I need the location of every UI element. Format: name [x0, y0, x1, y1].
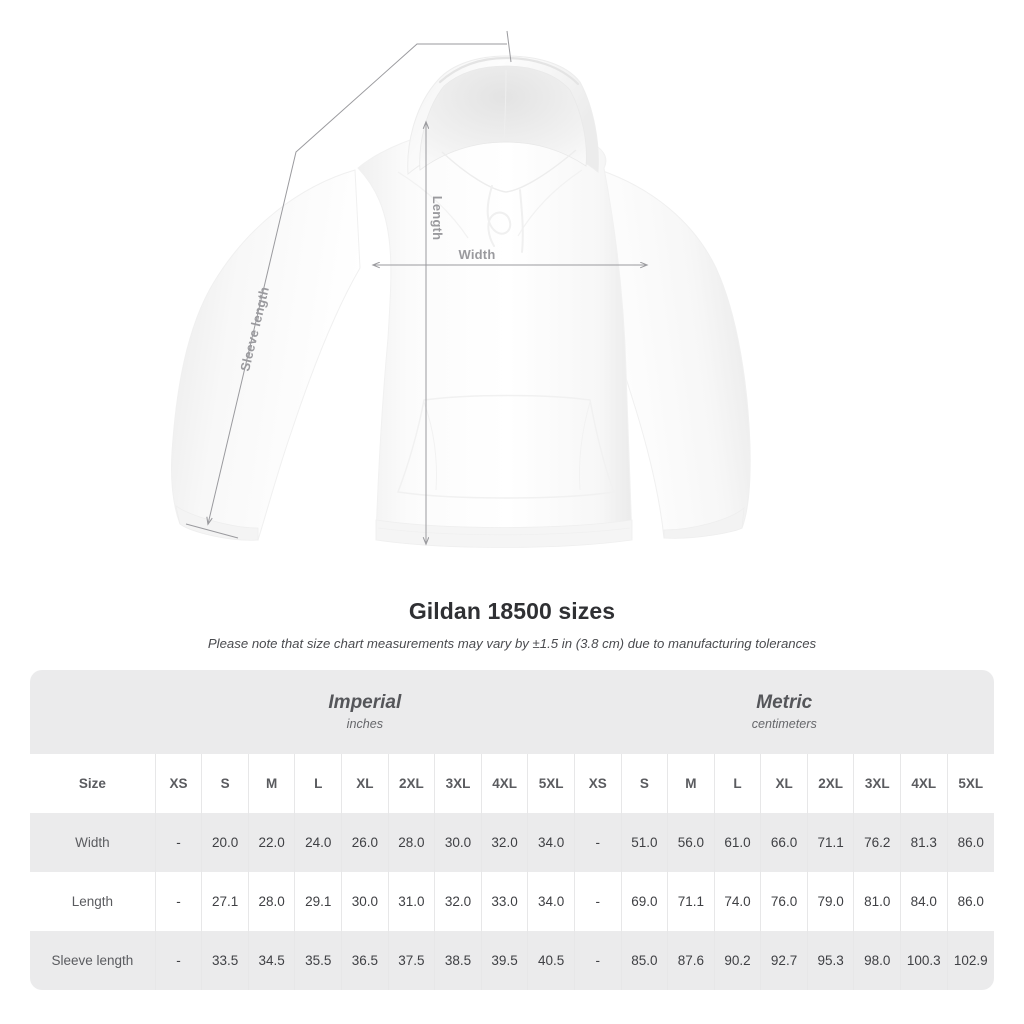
size-header-imperial-5xl: 5XL	[527, 754, 575, 813]
size-header-imperial-xl: XL	[341, 754, 389, 813]
table-row-length: Length - 27.1 28.0 29.1 30.0 31.0 32.0 3…	[30, 872, 994, 931]
group-name-imperial: Imperial	[328, 692, 402, 713]
cell-width-imperial-3xl: 30.0	[434, 813, 482, 872]
cell-length-imperial-4xl: 33.0	[480, 872, 528, 931]
size-header-metric-3xl: 3XL	[853, 754, 901, 813]
cell-sleeve-metric-5xl: 102.9	[946, 931, 994, 990]
size-chart-table: Imperial inches Metric centimeters Size …	[30, 670, 994, 990]
cell-length-metric-m: 71.1	[667, 872, 715, 931]
size-header-metric-l: L	[713, 754, 761, 813]
size-header-imperial-4xl: 4XL	[480, 754, 528, 813]
size-header-imperial-2xl: 2XL	[387, 754, 435, 813]
group-header-imperial: Imperial inches	[155, 670, 575, 754]
cell-length-metric-4xl: 84.0	[900, 872, 948, 931]
size-header-metric-xs: XS	[573, 754, 622, 813]
table-row-sleeve-length: Sleeve length - 33.5 34.5 35.5 36.5 37.5…	[30, 931, 994, 990]
cell-sleeve-imperial-s: 33.5	[201, 931, 249, 990]
cell-length-imperial-m: 28.0	[247, 872, 295, 931]
size-header-imperial-l: L	[294, 754, 342, 813]
cell-length-metric-xl: 76.0	[760, 872, 808, 931]
cell-length-imperial-xl: 30.0	[341, 872, 389, 931]
group-header-metric: Metric centimeters	[574, 670, 994, 754]
cell-sleeve-imperial-5xl: 40.5	[527, 931, 575, 990]
hoodie-diagram: Sleeve length Length Width	[171, 30, 751, 548]
cell-width-imperial-l: 24.0	[294, 813, 342, 872]
cell-width-metric-2xl: 71.1	[806, 813, 854, 872]
cell-width-imperial-2xl: 28.0	[387, 813, 435, 872]
cell-width-metric-xl: 66.0	[760, 813, 808, 872]
size-header-metric-s: S	[620, 754, 668, 813]
size-header-imperial-s: S	[201, 754, 249, 813]
cell-sleeve-metric-l: 90.2	[713, 931, 761, 990]
cell-length-imperial-xs: -	[154, 872, 202, 931]
size-header-label: Size	[30, 754, 156, 813]
cell-length-metric-2xl: 79.0	[806, 872, 854, 931]
cell-width-metric-xs: -	[573, 813, 622, 872]
size-header-imperial-m: M	[247, 754, 295, 813]
cell-sleeve-metric-3xl: 98.0	[853, 931, 901, 990]
garment-illustration: Sleeve length Length Width	[171, 30, 751, 548]
cell-sleeve-metric-m: 87.6	[667, 931, 715, 990]
size-header-imperial-xs: XS	[154, 754, 202, 813]
width-label: Width	[459, 247, 496, 262]
cell-sleeve-metric-2xl: 95.3	[806, 931, 854, 990]
size-header-imperial-3xl: 3XL	[434, 754, 482, 813]
cell-sleeve-imperial-4xl: 39.5	[480, 931, 528, 990]
size-header-metric-xl: XL	[760, 754, 808, 813]
cell-length-metric-s: 69.0	[620, 872, 668, 931]
size-header-metric-4xl: 4XL	[900, 754, 948, 813]
row-label-width: Width	[30, 813, 156, 872]
group-unit-imperial: inches	[346, 717, 384, 731]
size-header-metric-2xl: 2XL	[806, 754, 854, 813]
size-header-row: Size XS S M L XL 2XL 3XL 4XL 5XL XS S M …	[30, 754, 994, 813]
size-chart-table-container: Imperial inches Metric centimeters Size …	[30, 670, 994, 990]
group-name-metric: Metric	[756, 692, 813, 713]
row-label-sleeve-length: Sleeve length	[30, 931, 156, 990]
cell-sleeve-metric-xs: -	[573, 931, 622, 990]
cell-sleeve-imperial-xl: 36.5	[341, 931, 389, 990]
length-label: Length	[430, 196, 445, 241]
cell-length-imperial-s: 27.1	[201, 872, 249, 931]
size-header-metric-5xl: 5XL	[946, 754, 994, 813]
cell-length-imperial-2xl: 31.0	[387, 872, 435, 931]
page-title: Gildan 18500 sizes	[408, 598, 616, 624]
cell-length-metric-xs: -	[573, 872, 622, 931]
cell-sleeve-imperial-l: 35.5	[294, 931, 342, 990]
cell-width-imperial-5xl: 34.0	[527, 813, 575, 872]
cell-sleeve-imperial-xs: -	[154, 931, 202, 990]
cell-length-imperial-5xl: 34.0	[527, 872, 575, 931]
cell-length-metric-5xl: 86.0	[946, 872, 994, 931]
cell-width-metric-4xl: 81.3	[900, 813, 948, 872]
cell-length-metric-l: 74.0	[713, 872, 761, 931]
cell-width-metric-l: 61.0	[713, 813, 761, 872]
group-unit-metric: centimeters	[751, 717, 817, 731]
cell-width-metric-m: 56.0	[667, 813, 715, 872]
cell-sleeve-imperial-3xl: 38.5	[434, 931, 482, 990]
cell-sleeve-metric-xl: 92.7	[760, 931, 808, 990]
length-dimension: Length	[426, 122, 445, 544]
cell-length-metric-3xl: 81.0	[853, 872, 901, 931]
cell-sleeve-imperial-2xl: 37.5	[387, 931, 435, 990]
cell-width-metric-3xl: 76.2	[853, 813, 901, 872]
cell-sleeve-metric-4xl: 100.3	[900, 931, 948, 990]
cell-width-imperial-4xl: 32.0	[480, 813, 528, 872]
cell-sleeve-imperial-m: 34.5	[247, 931, 295, 990]
cell-width-imperial-m: 22.0	[247, 813, 295, 872]
table-row-width: Width - 20.0 22.0 24.0 26.0 28.0 30.0 32…	[30, 813, 994, 872]
group-corner-cell	[30, 670, 156, 754]
cell-width-imperial-s: 20.0	[201, 813, 249, 872]
cell-width-imperial-xl: 26.0	[341, 813, 389, 872]
title-block: Gildan 18500 sizes Please note that size…	[0, 596, 1024, 652]
size-header-metric-m: M	[667, 754, 715, 813]
tolerance-note: Please note that size chart measurements…	[207, 636, 817, 651]
cell-width-metric-5xl: 86.0	[946, 813, 994, 872]
unit-group-header-row: Imperial inches Metric centimeters	[30, 670, 994, 754]
cell-sleeve-metric-s: 85.0	[620, 931, 668, 990]
cell-width-imperial-xs: -	[154, 813, 202, 872]
cell-length-imperial-l: 29.1	[294, 872, 342, 931]
width-dimension: Width	[373, 247, 647, 265]
row-label-length: Length	[30, 872, 156, 931]
cell-width-metric-s: 51.0	[620, 813, 668, 872]
cell-length-imperial-3xl: 32.0	[434, 872, 482, 931]
